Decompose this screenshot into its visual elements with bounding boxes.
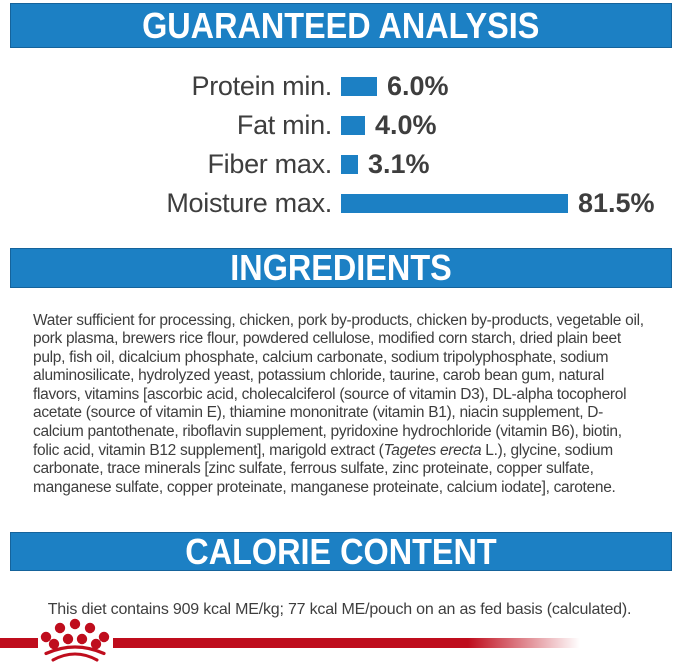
ingredients-text-part2: L.), glycine, sodium carbonate, trace mi… bbox=[33, 441, 616, 496]
analysis-bar-protein bbox=[341, 77, 377, 96]
royal-canin-crown-logo bbox=[0, 618, 580, 662]
analysis-row-protein: Protein min. 6.0% bbox=[0, 67, 679, 106]
section-title-guaranteed-analysis: GUARANTEED ANALYSIS bbox=[142, 4, 540, 46]
analysis-value-protein: 6.0% bbox=[387, 71, 449, 101]
analysis-label-moisture: Moisture max. bbox=[166, 188, 332, 218]
analysis-value-fat: 4.0% bbox=[375, 110, 437, 140]
section-header-guaranteed-analysis: GUARANTEED ANALYSIS bbox=[10, 3, 672, 48]
ingredients-paragraph: Water sufficient for processing, chicken… bbox=[33, 312, 648, 498]
analysis-row-fiber: Fiber max. 3.1% bbox=[0, 145, 679, 184]
analysis-label-protein: Protein min. bbox=[191, 71, 333, 101]
analysis-row-fat: Fat min. 4.0% bbox=[0, 106, 679, 145]
analysis-bar-moisture bbox=[341, 194, 568, 213]
analysis-value-moisture: 81.5% bbox=[578, 188, 655, 218]
section-header-ingredients: INGREDIENTS bbox=[10, 248, 672, 288]
section-title-ingredients: INGREDIENTS bbox=[230, 247, 452, 288]
analysis-label-fiber: Fiber max. bbox=[207, 149, 332, 179]
analysis-bar-fat bbox=[341, 116, 365, 135]
ribbon-left bbox=[0, 638, 38, 648]
ingredients-species-italic: Tagetes erecta bbox=[383, 441, 482, 459]
guaranteed-analysis-chart: Protein min. 6.0% Fat min. 4.0% Fiber ma… bbox=[0, 67, 679, 223]
section-title-calorie-content: CALORIE CONTENT bbox=[185, 530, 497, 572]
analysis-bar-fiber bbox=[341, 155, 358, 174]
ribbon-right bbox=[113, 638, 580, 648]
analysis-row-moisture: Moisture max. 81.5% bbox=[0, 184, 679, 223]
analysis-value-fiber: 3.1% bbox=[368, 149, 430, 179]
calorie-statement: This diet contains 909 kcal ME/kg; 77 kc… bbox=[47, 601, 632, 618]
ingredients-text-part1: Water sufficient for processing, chicken… bbox=[33, 311, 644, 459]
analysis-label-fat: Fat min. bbox=[236, 110, 332, 140]
section-header-calorie-content: CALORIE CONTENT bbox=[10, 532, 672, 571]
